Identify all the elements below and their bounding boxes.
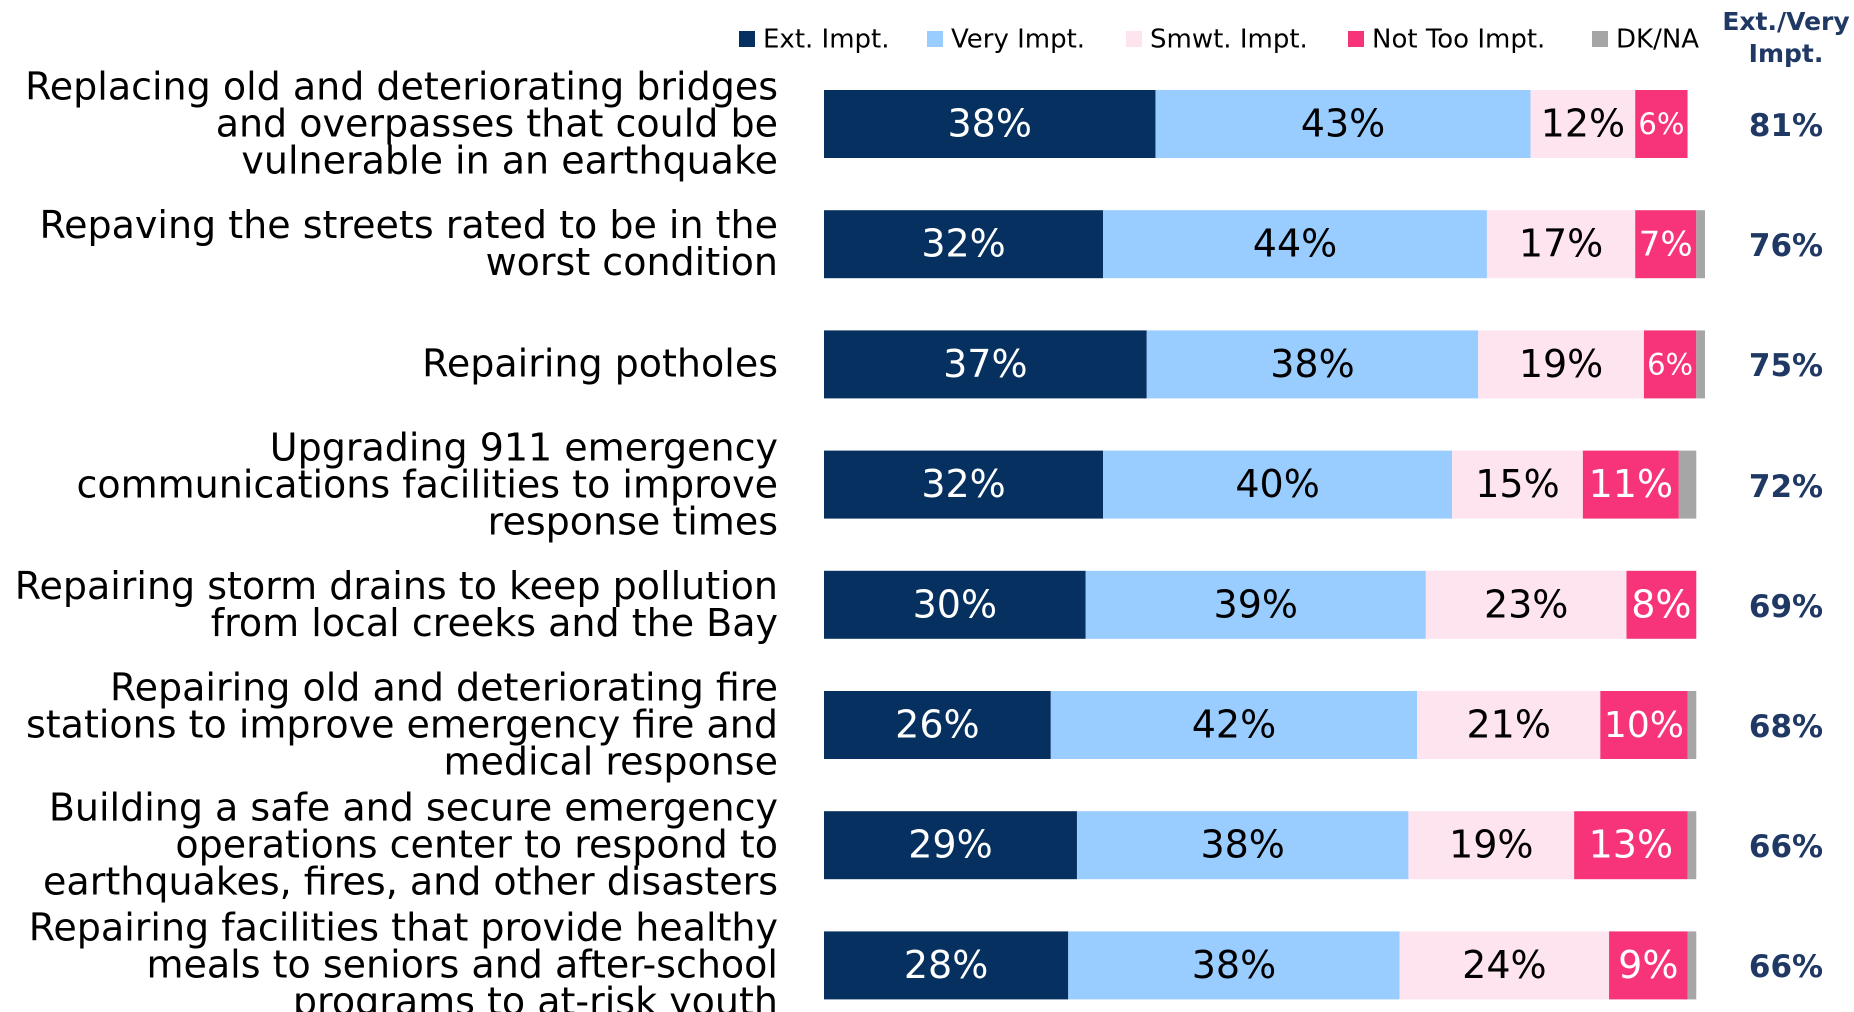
value-label: 29% [908, 823, 992, 867]
value-label: 44% [1253, 222, 1337, 266]
value-label: 15% [1475, 462, 1559, 506]
net-title: Ext./Very Impt. [1722, 7, 1850, 68]
value-label: 21% [1467, 703, 1551, 747]
bar-segment [1687, 691, 1697, 759]
value-label: 19% [1519, 342, 1603, 386]
bar-segment [1068, 931, 1400, 1000]
bar-segment [824, 450, 1104, 519]
value-label: 40% [1235, 462, 1319, 506]
bar-segment [1103, 210, 1487, 279]
bar-segment [1609, 931, 1688, 1000]
bar-segment [1478, 330, 1644, 399]
value-label: 38% [1270, 342, 1354, 386]
value-label: 28% [904, 943, 988, 987]
value-label: 10% [1604, 705, 1684, 746]
bar-segment [1408, 811, 1575, 880]
bar-segment [824, 330, 1147, 399]
net-value: 72% [1748, 468, 1824, 505]
bar-segment [1678, 450, 1697, 519]
bar-segment [1076, 811, 1409, 880]
bar-segment [1146, 330, 1479, 399]
legend-label: Smwt. Impt. [1150, 25, 1308, 55]
legend-swatch [1126, 31, 1142, 47]
value-label: 42% [1192, 703, 1276, 747]
bar-segment [1155, 90, 1531, 158]
legend-swatch [927, 31, 943, 47]
value-label: 37% [943, 342, 1027, 386]
value-label: 39% [1214, 582, 1298, 626]
bar-segment [1687, 811, 1697, 880]
bar-segment [1417, 691, 1601, 759]
bar-segment [1626, 570, 1697, 639]
category-label: Repairing storm drains to keep pollution… [14, 563, 778, 645]
value-label: 17% [1519, 222, 1603, 266]
bar-segment [1687, 931, 1697, 1000]
value-label: 6% [1638, 107, 1684, 141]
bar-segment [1452, 450, 1583, 519]
legend-label: Not Too Impt. [1372, 25, 1545, 55]
bar-segment [1635, 90, 1688, 158]
category-label: Replacing old and deteriorating bridges … [25, 64, 778, 183]
value-label: 8% [1631, 582, 1691, 626]
net-value: 75% [1748, 348, 1824, 385]
bar-segment [824, 90, 1156, 158]
legend-swatch [1592, 31, 1608, 47]
value-label: 43% [1301, 102, 1385, 146]
bar-segment [1643, 330, 1697, 399]
value-label: 12% [1541, 102, 1625, 146]
net-value: 81% [1748, 108, 1824, 144]
bar-segment [1635, 210, 1697, 279]
category-label: Repairing old and deteriorating fire sta… [25, 665, 778, 784]
bar-segment [824, 811, 1077, 880]
value-label: 38% [1192, 943, 1276, 987]
value-label: 13% [1589, 823, 1673, 867]
legend-swatch [739, 31, 755, 47]
legend-label: DK/NA [1616, 25, 1699, 55]
value-label: 19% [1449, 823, 1533, 867]
net-value: 68% [1748, 709, 1824, 745]
bar-segment [1103, 450, 1453, 519]
bar-segment [1530, 90, 1636, 158]
net-value: 66% [1748, 829, 1824, 866]
legend-label: Very Impt. [951, 25, 1085, 55]
bar-segment [824, 210, 1104, 279]
net-value: 66% [1748, 949, 1824, 986]
value-label: 38% [1200, 823, 1284, 867]
value-label: 38% [947, 102, 1031, 146]
bar-segment [1486, 210, 1636, 279]
bar-segment [824, 691, 1051, 759]
category-label: Repairing facilities that provide health… [28, 905, 778, 1012]
net-value: 76% [1748, 228, 1824, 265]
value-label: 7% [1639, 225, 1693, 265]
bar-segment [1582, 450, 1679, 519]
bar-segment [1696, 330, 1705, 399]
bar-segment [1574, 811, 1688, 880]
value-label: 9% [1618, 943, 1678, 987]
category-label: Upgrading 911 emergency communications f… [76, 425, 778, 544]
category-label: Repairing potholes [422, 341, 778, 386]
category-label: Repaving the streets rated to be in the … [39, 203, 778, 285]
value-label: 32% [921, 222, 1005, 266]
bar-segment [1696, 210, 1705, 279]
value-label: 24% [1462, 943, 1546, 987]
value-label: 11% [1589, 462, 1673, 506]
value-label: 26% [895, 703, 979, 747]
bar-segment [1600, 691, 1688, 759]
bar-segment [1050, 691, 1418, 759]
value-label: 6% [1647, 347, 1693, 381]
bar-segment [824, 931, 1069, 1000]
bar-segment [1085, 570, 1426, 639]
bar-segment [1425, 570, 1627, 639]
bar-segment [824, 570, 1086, 639]
net-value: 69% [1748, 588, 1824, 625]
value-label: 30% [913, 582, 997, 626]
bar-segment [1399, 931, 1610, 1000]
value-label: 32% [921, 462, 1005, 506]
legend-swatch [1348, 31, 1364, 47]
value-label: 23% [1484, 582, 1568, 626]
legend-label: Ext. Impt. [763, 25, 890, 55]
category-label: Building a safe and secure emergency ope… [43, 785, 778, 904]
